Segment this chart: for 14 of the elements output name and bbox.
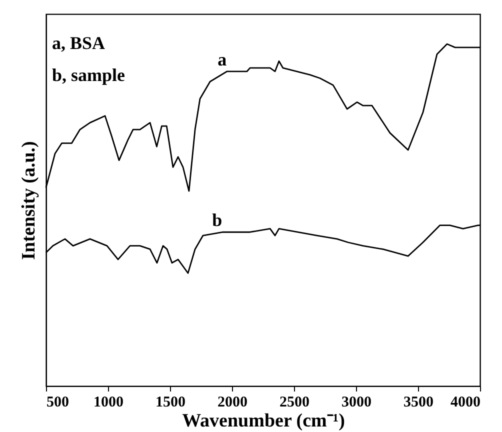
x-tick-label: 4000: [450, 394, 480, 410]
x-tick-label: 1500: [156, 394, 186, 410]
y-axis-title: Intensity (a.u.): [18, 141, 40, 260]
annotation: a, BSA: [52, 33, 106, 53]
annotation: a: [218, 49, 227, 70]
x-tick-label: 2000: [218, 394, 248, 410]
x-tick-label: 3000: [342, 394, 372, 410]
annotation: b: [212, 210, 222, 230]
x-tick-label: 3500: [404, 394, 434, 410]
x-axis-title: Wavenumber (cm⁻¹): [182, 410, 345, 432]
x-tick-label: 500: [46, 394, 69, 410]
annotation: b, sample: [52, 65, 126, 85]
x-tick-label: 2500: [280, 394, 310, 410]
x-tick-label: 1000: [94, 394, 124, 410]
